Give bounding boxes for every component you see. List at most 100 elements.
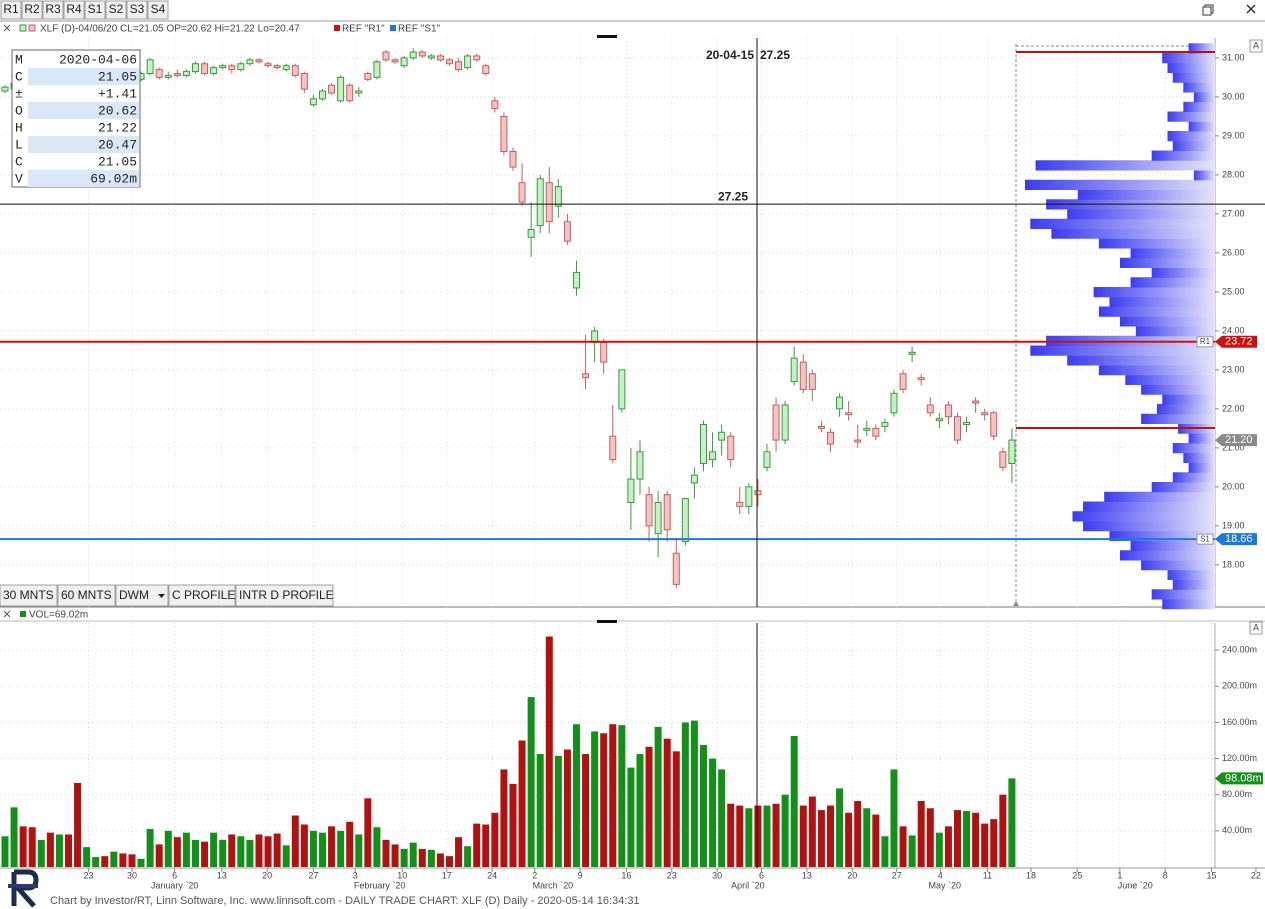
close-icon[interactable] bbox=[1246, 4, 1256, 14]
x-tick-label: 17 bbox=[442, 870, 452, 880]
toolbar-button[interactable] bbox=[42, 0, 64, 20]
profile-bar bbox=[1051, 228, 1215, 239]
candle-body bbox=[328, 84, 336, 94]
splitter[interactable] bbox=[597, 620, 617, 623]
candle-body bbox=[826, 431, 834, 445]
profile-bar bbox=[1141, 560, 1215, 571]
candle-body bbox=[872, 427, 880, 437]
volume-tag-label: 98.08m bbox=[1225, 772, 1262, 784]
volume-bar bbox=[364, 798, 372, 867]
timeframe-button[interactable] bbox=[235, 584, 334, 607]
volume-bar bbox=[400, 848, 408, 867]
volume-bar bbox=[101, 856, 109, 867]
volume-bar bbox=[164, 830, 172, 867]
candle-body bbox=[545, 182, 553, 223]
x-tick-label: 10 bbox=[397, 870, 407, 880]
close-pane[interactable] bbox=[3, 24, 11, 32]
y-tick-label: 23.00 bbox=[1222, 364, 1245, 374]
toolbar-button[interactable] bbox=[147, 0, 169, 20]
volume-bar bbox=[155, 844, 163, 867]
x-tick-label: 27 bbox=[892, 870, 902, 880]
crosshair-date: 20-04-15 bbox=[706, 48, 754, 62]
toolbar-button[interactable] bbox=[84, 0, 106, 20]
toolbar-button[interactable] bbox=[21, 0, 43, 20]
profile-bar bbox=[1067, 355, 1215, 366]
toolbar-button-label: R1 bbox=[3, 2, 19, 16]
autoscale-icon: A bbox=[1253, 40, 1259, 50]
volume-bar bbox=[173, 837, 181, 867]
x-tick-label: 16 bbox=[621, 870, 631, 880]
candle-body bbox=[654, 501, 662, 535]
profile-bar bbox=[1109, 296, 1215, 308]
candle-body bbox=[382, 51, 390, 61]
profile-bar bbox=[1141, 384, 1215, 395]
timeframe-button[interactable] bbox=[57, 584, 116, 607]
profile-bar bbox=[1141, 413, 1215, 425]
volume-bar bbox=[1, 836, 9, 867]
volume-bar bbox=[491, 812, 499, 867]
toolbar-button[interactable] bbox=[126, 0, 148, 20]
ref-tag bbox=[1196, 336, 1214, 348]
profile-bar bbox=[1167, 111, 1215, 122]
volume-bar bbox=[210, 832, 218, 867]
candle-body bbox=[582, 373, 590, 379]
toolbar-button[interactable] bbox=[105, 0, 127, 20]
volume-bar bbox=[799, 805, 807, 867]
y-tick-label: 29.00 bbox=[1222, 130, 1245, 140]
profile-bar bbox=[1167, 131, 1215, 142]
toolbar-button-label: R3 bbox=[45, 2, 61, 16]
volume-bar bbox=[582, 754, 590, 867]
info-row-bg bbox=[28, 170, 139, 187]
candle-body bbox=[953, 416, 961, 441]
timeframe-button[interactable] bbox=[115, 584, 169, 607]
volume-bar bbox=[418, 848, 426, 867]
timeframe-button[interactable] bbox=[0, 584, 58, 607]
timeframe-button[interactable] bbox=[168, 584, 236, 607]
candle-body bbox=[908, 351, 916, 355]
x-tick-label: 22 bbox=[1251, 870, 1261, 880]
volume-bar bbox=[527, 697, 535, 867]
candle-body bbox=[972, 400, 980, 404]
candle-body bbox=[518, 182, 526, 203]
volume-bar bbox=[237, 836, 245, 867]
x-tick-label: 8 bbox=[1163, 870, 1168, 880]
timeframe-buttons: 30 MNTS 60 MNTS DWM C PROFILE INTR D PROFILE bbox=[0, 584, 334, 607]
profile-bar bbox=[1072, 511, 1215, 522]
profile-bar bbox=[1183, 101, 1215, 113]
candle-body bbox=[836, 396, 844, 410]
candle-body bbox=[709, 451, 717, 461]
volume-bar bbox=[881, 836, 889, 867]
volume-bar bbox=[672, 751, 680, 867]
volume-bar bbox=[273, 833, 281, 867]
volume-bar bbox=[409, 842, 417, 867]
volume-bar bbox=[10, 807, 18, 867]
y-tick-label: 24.00 bbox=[1222, 325, 1245, 335]
footer: Chart by Investor/RT, Linn Software, Inc… bbox=[50, 895, 640, 907]
info-value: 20.62 bbox=[98, 103, 137, 118]
close-pane[interactable] bbox=[3, 610, 11, 618]
volume-bar bbox=[690, 720, 698, 867]
profile-bar bbox=[1183, 82, 1215, 93]
volume-bar bbox=[309, 830, 317, 867]
volume-bar bbox=[137, 858, 145, 867]
volume-bar bbox=[618, 725, 626, 867]
toolbar-button[interactable] bbox=[63, 0, 85, 20]
toolbar-button[interactable] bbox=[0, 0, 22, 20]
candle-body bbox=[899, 373, 907, 390]
candle-body bbox=[854, 439, 862, 443]
candle-body bbox=[309, 98, 317, 106]
profile-bar bbox=[1120, 257, 1215, 269]
candle-body bbox=[1, 86, 9, 92]
autoscale-button[interactable] bbox=[1249, 39, 1263, 53]
candle-body bbox=[173, 72, 181, 76]
autoscale-button[interactable] bbox=[1249, 621, 1263, 635]
volume-tag bbox=[1215, 772, 1263, 785]
marker bbox=[1013, 601, 1019, 606]
volume-bar bbox=[337, 830, 345, 867]
month-label: April `20 bbox=[731, 880, 765, 890]
volume-bar bbox=[219, 839, 227, 867]
x-tick-label: 25 bbox=[1072, 870, 1082, 880]
splitter[interactable] bbox=[597, 35, 617, 38]
candle-body bbox=[246, 59, 254, 65]
